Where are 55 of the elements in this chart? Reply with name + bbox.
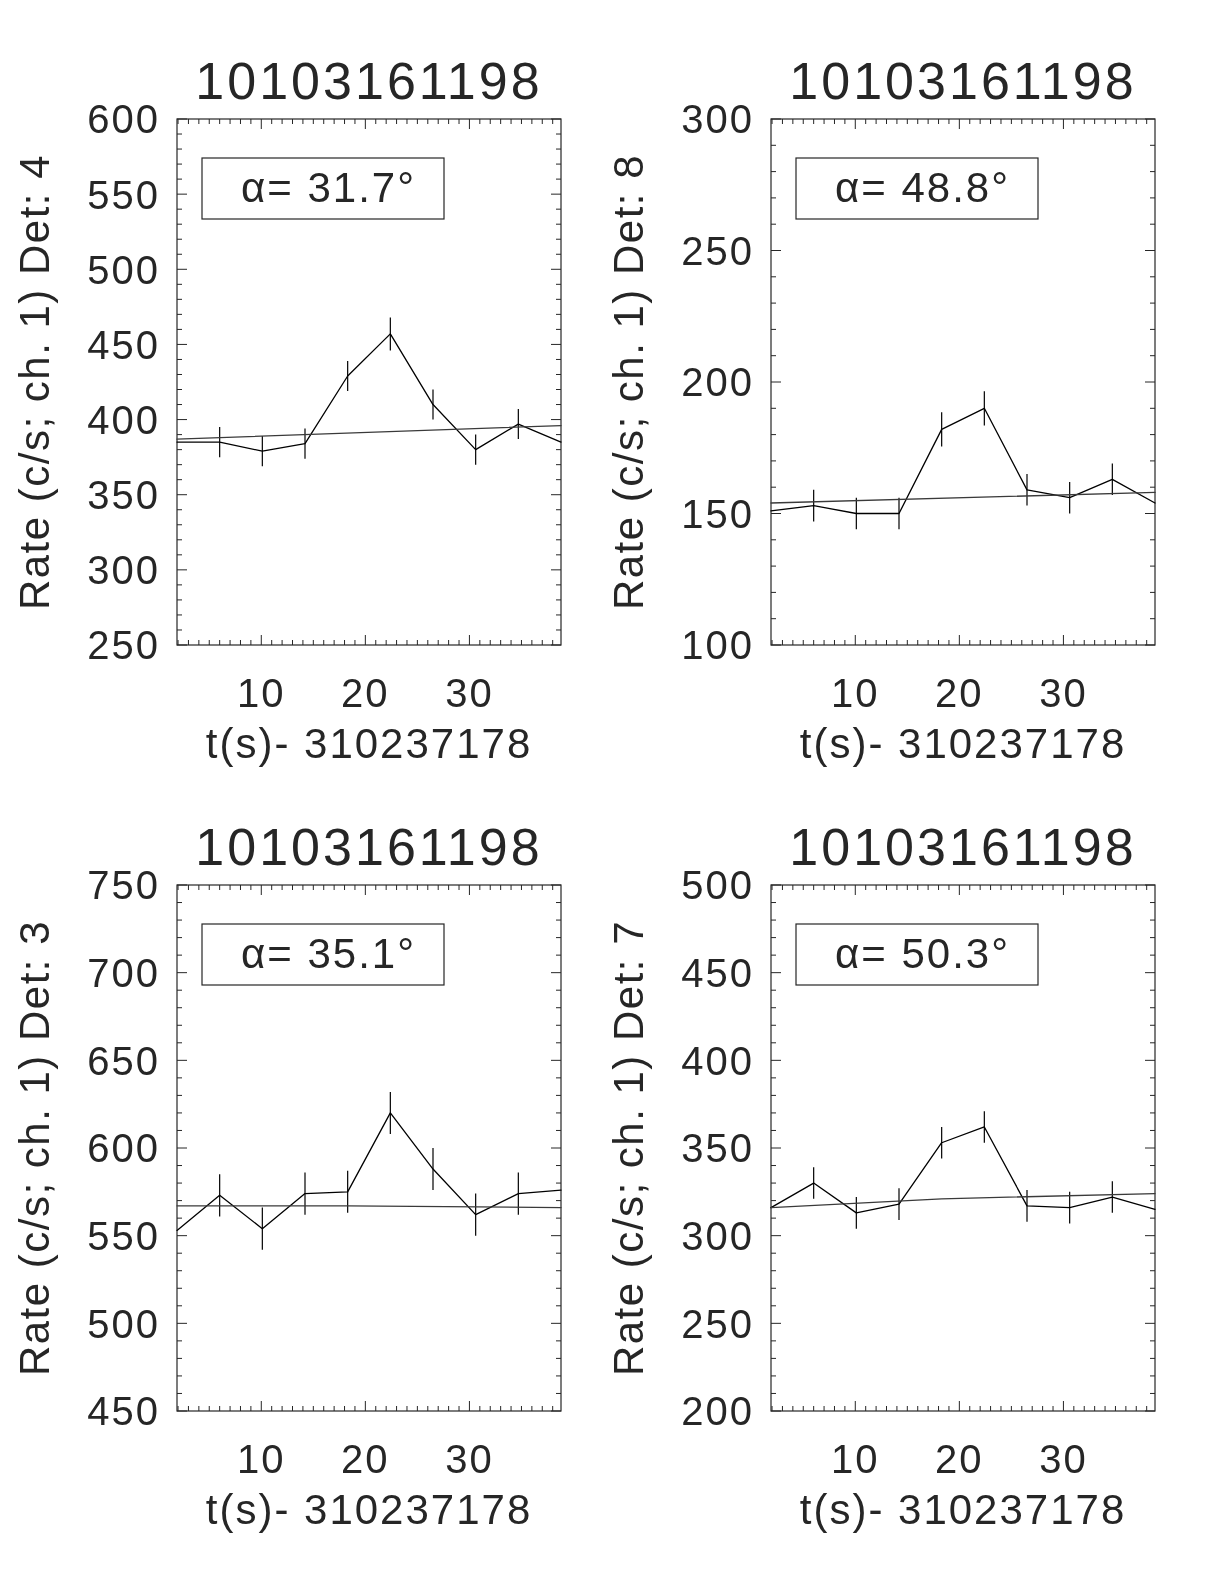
y-axis-title: Rate (c/s; ch. 1) Det: 8 bbox=[605, 153, 652, 611]
x-tick-label: 30 bbox=[1039, 1437, 1088, 1481]
y-tick-label: 250 bbox=[87, 623, 160, 668]
x-tick-label: 10 bbox=[831, 671, 880, 715]
y-tick-label: 150 bbox=[681, 491, 754, 536]
y-tick-label: 200 bbox=[681, 360, 754, 405]
y-tick-label: 200 bbox=[681, 1389, 754, 1434]
y-tick-label: 500 bbox=[87, 1301, 160, 1346]
y-tick-label: 500 bbox=[87, 247, 160, 292]
y-tick-label: 350 bbox=[681, 1126, 754, 1171]
y-tick-label: 500 bbox=[681, 863, 754, 908]
y-axis-title: Rate (c/s; ch. 1) Det: 7 bbox=[605, 919, 652, 1377]
x-tick-label: 10 bbox=[237, 671, 286, 715]
y-tick-label: 450 bbox=[87, 322, 160, 367]
y-tick-label: 250 bbox=[681, 1301, 754, 1346]
y-tick-label: 550 bbox=[87, 172, 160, 217]
x-tick-label: 20 bbox=[935, 1437, 984, 1481]
x-tick-label: 10 bbox=[831, 1437, 880, 1481]
y-tick-label: 600 bbox=[87, 97, 160, 142]
y-tick-label: 300 bbox=[681, 97, 754, 142]
y-tick-label: 250 bbox=[681, 228, 754, 273]
x-axis-title: t(s)- 310237178 bbox=[205, 1486, 533, 1533]
y-tick-label: 750 bbox=[87, 863, 160, 908]
y-tick-label: 450 bbox=[681, 951, 754, 996]
y-tick-label: 400 bbox=[681, 1038, 754, 1083]
y-tick-label: 400 bbox=[87, 397, 160, 442]
annotation: α= 50.3° bbox=[835, 930, 1011, 977]
chart-title: 10103161198 bbox=[789, 52, 1137, 110]
y-tick-label: 350 bbox=[87, 473, 160, 518]
x-axis-title: t(s)- 310237178 bbox=[205, 720, 533, 767]
y-tick-label: 700 bbox=[87, 951, 160, 996]
x-tick-label: 20 bbox=[341, 671, 390, 715]
y-tick-label: 300 bbox=[681, 1214, 754, 1259]
y-tick-label: 100 bbox=[681, 623, 754, 668]
chart-title: 10103161198 bbox=[195, 52, 543, 110]
annotation: α= 31.7° bbox=[241, 164, 417, 211]
y-tick-label: 300 bbox=[87, 548, 160, 593]
y-axis-title: Rate (c/s; ch. 1) Det: 4 bbox=[11, 153, 58, 611]
x-tick-label: 30 bbox=[1039, 671, 1088, 715]
x-tick-label: 30 bbox=[445, 1437, 494, 1481]
chart-title: 10103161198 bbox=[789, 818, 1137, 876]
x-tick-label: 20 bbox=[935, 671, 984, 715]
x-axis-title: t(s)- 310237178 bbox=[799, 1486, 1127, 1533]
y-axis-title: Rate (c/s; ch. 1) Det: 3 bbox=[11, 919, 58, 1377]
y-tick-label: 550 bbox=[87, 1214, 160, 1259]
x-tick-label: 20 bbox=[341, 1437, 390, 1481]
x-tick-label: 10 bbox=[237, 1437, 286, 1481]
y-tick-label: 450 bbox=[87, 1389, 160, 1434]
x-axis-title: t(s)- 310237178 bbox=[799, 720, 1127, 767]
x-tick-label: 30 bbox=[445, 671, 494, 715]
y-tick-label: 600 bbox=[87, 1126, 160, 1171]
annotation: α= 35.1° bbox=[241, 930, 417, 977]
y-tick-label: 650 bbox=[87, 1038, 160, 1083]
annotation: α= 48.8° bbox=[835, 164, 1011, 211]
chart-title: 10103161198 bbox=[195, 818, 543, 876]
